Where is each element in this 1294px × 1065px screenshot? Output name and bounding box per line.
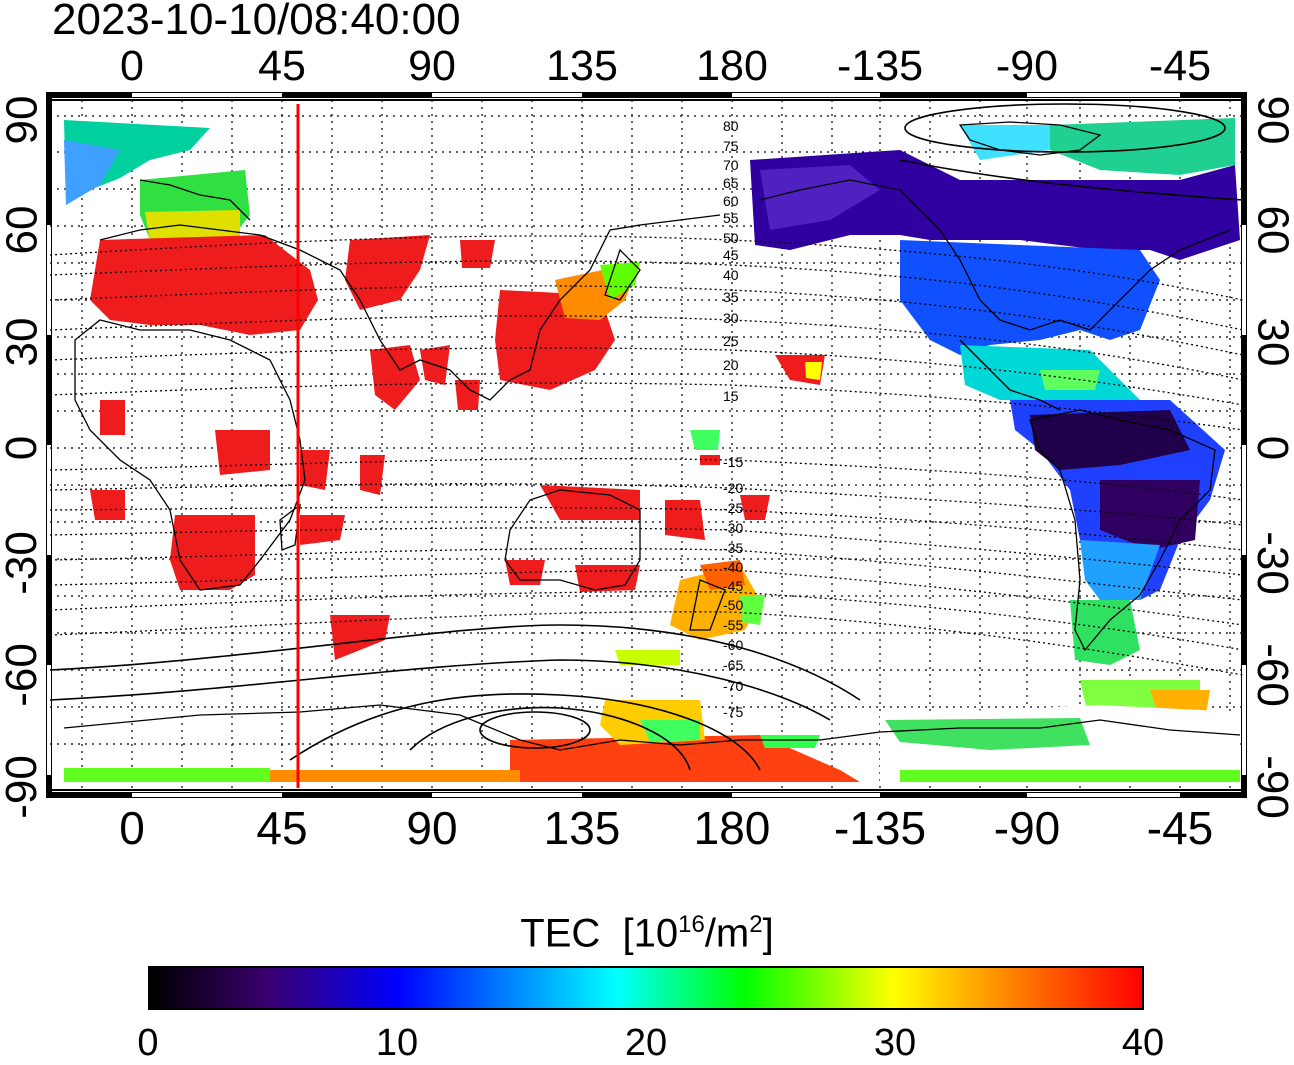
colorbar-tick-label: 10 bbox=[375, 1022, 419, 1064]
coastlines bbox=[63, 121, 1241, 751]
colorbar-tick-label: 0 bbox=[137, 1022, 159, 1064]
lon-label-bottom: 135 bbox=[543, 802, 621, 854]
contour-label: -55 bbox=[723, 617, 743, 633]
contour-label: 50 bbox=[723, 230, 739, 246]
contour-label: -60 bbox=[723, 637, 743, 653]
tec-patch-africa-south bbox=[170, 515, 255, 590]
contour-label: 60 bbox=[723, 193, 739, 209]
lon-label-bottom: 90 bbox=[406, 802, 458, 854]
contour-label: -30 bbox=[723, 520, 743, 536]
lon-label-top: 135 bbox=[546, 42, 618, 90]
lon-label-top: -45 bbox=[1148, 42, 1212, 90]
contour-label: 65 bbox=[723, 175, 739, 191]
contour-label: -45 bbox=[723, 578, 743, 594]
tec-patch-patagonia bbox=[1070, 600, 1140, 665]
contour-label: -35 bbox=[723, 540, 743, 556]
contour-label: 75 bbox=[723, 138, 739, 154]
contour-label: 35 bbox=[723, 289, 739, 305]
contour-label: 30 bbox=[723, 310, 739, 326]
contour-label: -75 bbox=[723, 704, 743, 720]
contour-label: 40 bbox=[723, 267, 739, 283]
contour-label: -50 bbox=[723, 597, 743, 613]
contour-label: 15 bbox=[723, 388, 739, 404]
contour-label: -20 bbox=[723, 480, 743, 496]
contour-label: 20 bbox=[723, 357, 739, 373]
contour-labels: 80 75 70 65 60 55 50 45 40 35 30 25 20 1… bbox=[723, 118, 743, 720]
lon-label-bottom: -90 bbox=[993, 802, 1061, 854]
lon-label-bottom: 45 bbox=[256, 802, 308, 854]
tec-patch-canada-north bbox=[750, 150, 1240, 260]
colorbar-tick-label: 20 bbox=[624, 1022, 668, 1064]
tec-patch-australia bbox=[540, 485, 640, 520]
contour-label: -70 bbox=[723, 678, 743, 694]
tec-patch-europe bbox=[90, 235, 318, 335]
lon-label-top: -135 bbox=[836, 42, 924, 90]
contour-label: -25 bbox=[723, 500, 743, 516]
contour-label: 55 bbox=[723, 210, 739, 226]
magnetic-contours bbox=[50, 235, 1243, 676]
lon-label-bottom: 180 bbox=[693, 802, 771, 854]
lon-label-bottom: 0 bbox=[119, 802, 145, 854]
lon-label-top: -90 bbox=[995, 42, 1059, 90]
colorbar-tick-label: 40 bbox=[1121, 1022, 1165, 1064]
lon-label-bottom: -135 bbox=[833, 802, 927, 854]
contour-label: 45 bbox=[723, 247, 739, 263]
colorbar bbox=[148, 966, 1144, 1010]
contour-label: -40 bbox=[723, 559, 743, 575]
lon-label-top: 45 bbox=[258, 42, 306, 90]
colorbar-title: TEC [1016/m2] bbox=[520, 911, 774, 956]
lon-label-top: 90 bbox=[408, 42, 456, 90]
lon-label-top: 0 bbox=[120, 42, 144, 90]
map-timestamp: 2023-10-10/08:40:00 bbox=[52, 0, 461, 44]
lon-label-top: 180 bbox=[696, 42, 768, 90]
lon-label-bottom: -45 bbox=[1146, 802, 1214, 854]
contour-label: 25 bbox=[723, 333, 739, 349]
contour-label: -65 bbox=[723, 657, 743, 673]
colorbar-tick-label: 30 bbox=[873, 1022, 917, 1064]
contour-label: 80 bbox=[723, 118, 739, 134]
contour-label: -15 bbox=[723, 454, 743, 470]
auroral-contours bbox=[50, 103, 1243, 771]
contour-label: 70 bbox=[723, 157, 739, 173]
